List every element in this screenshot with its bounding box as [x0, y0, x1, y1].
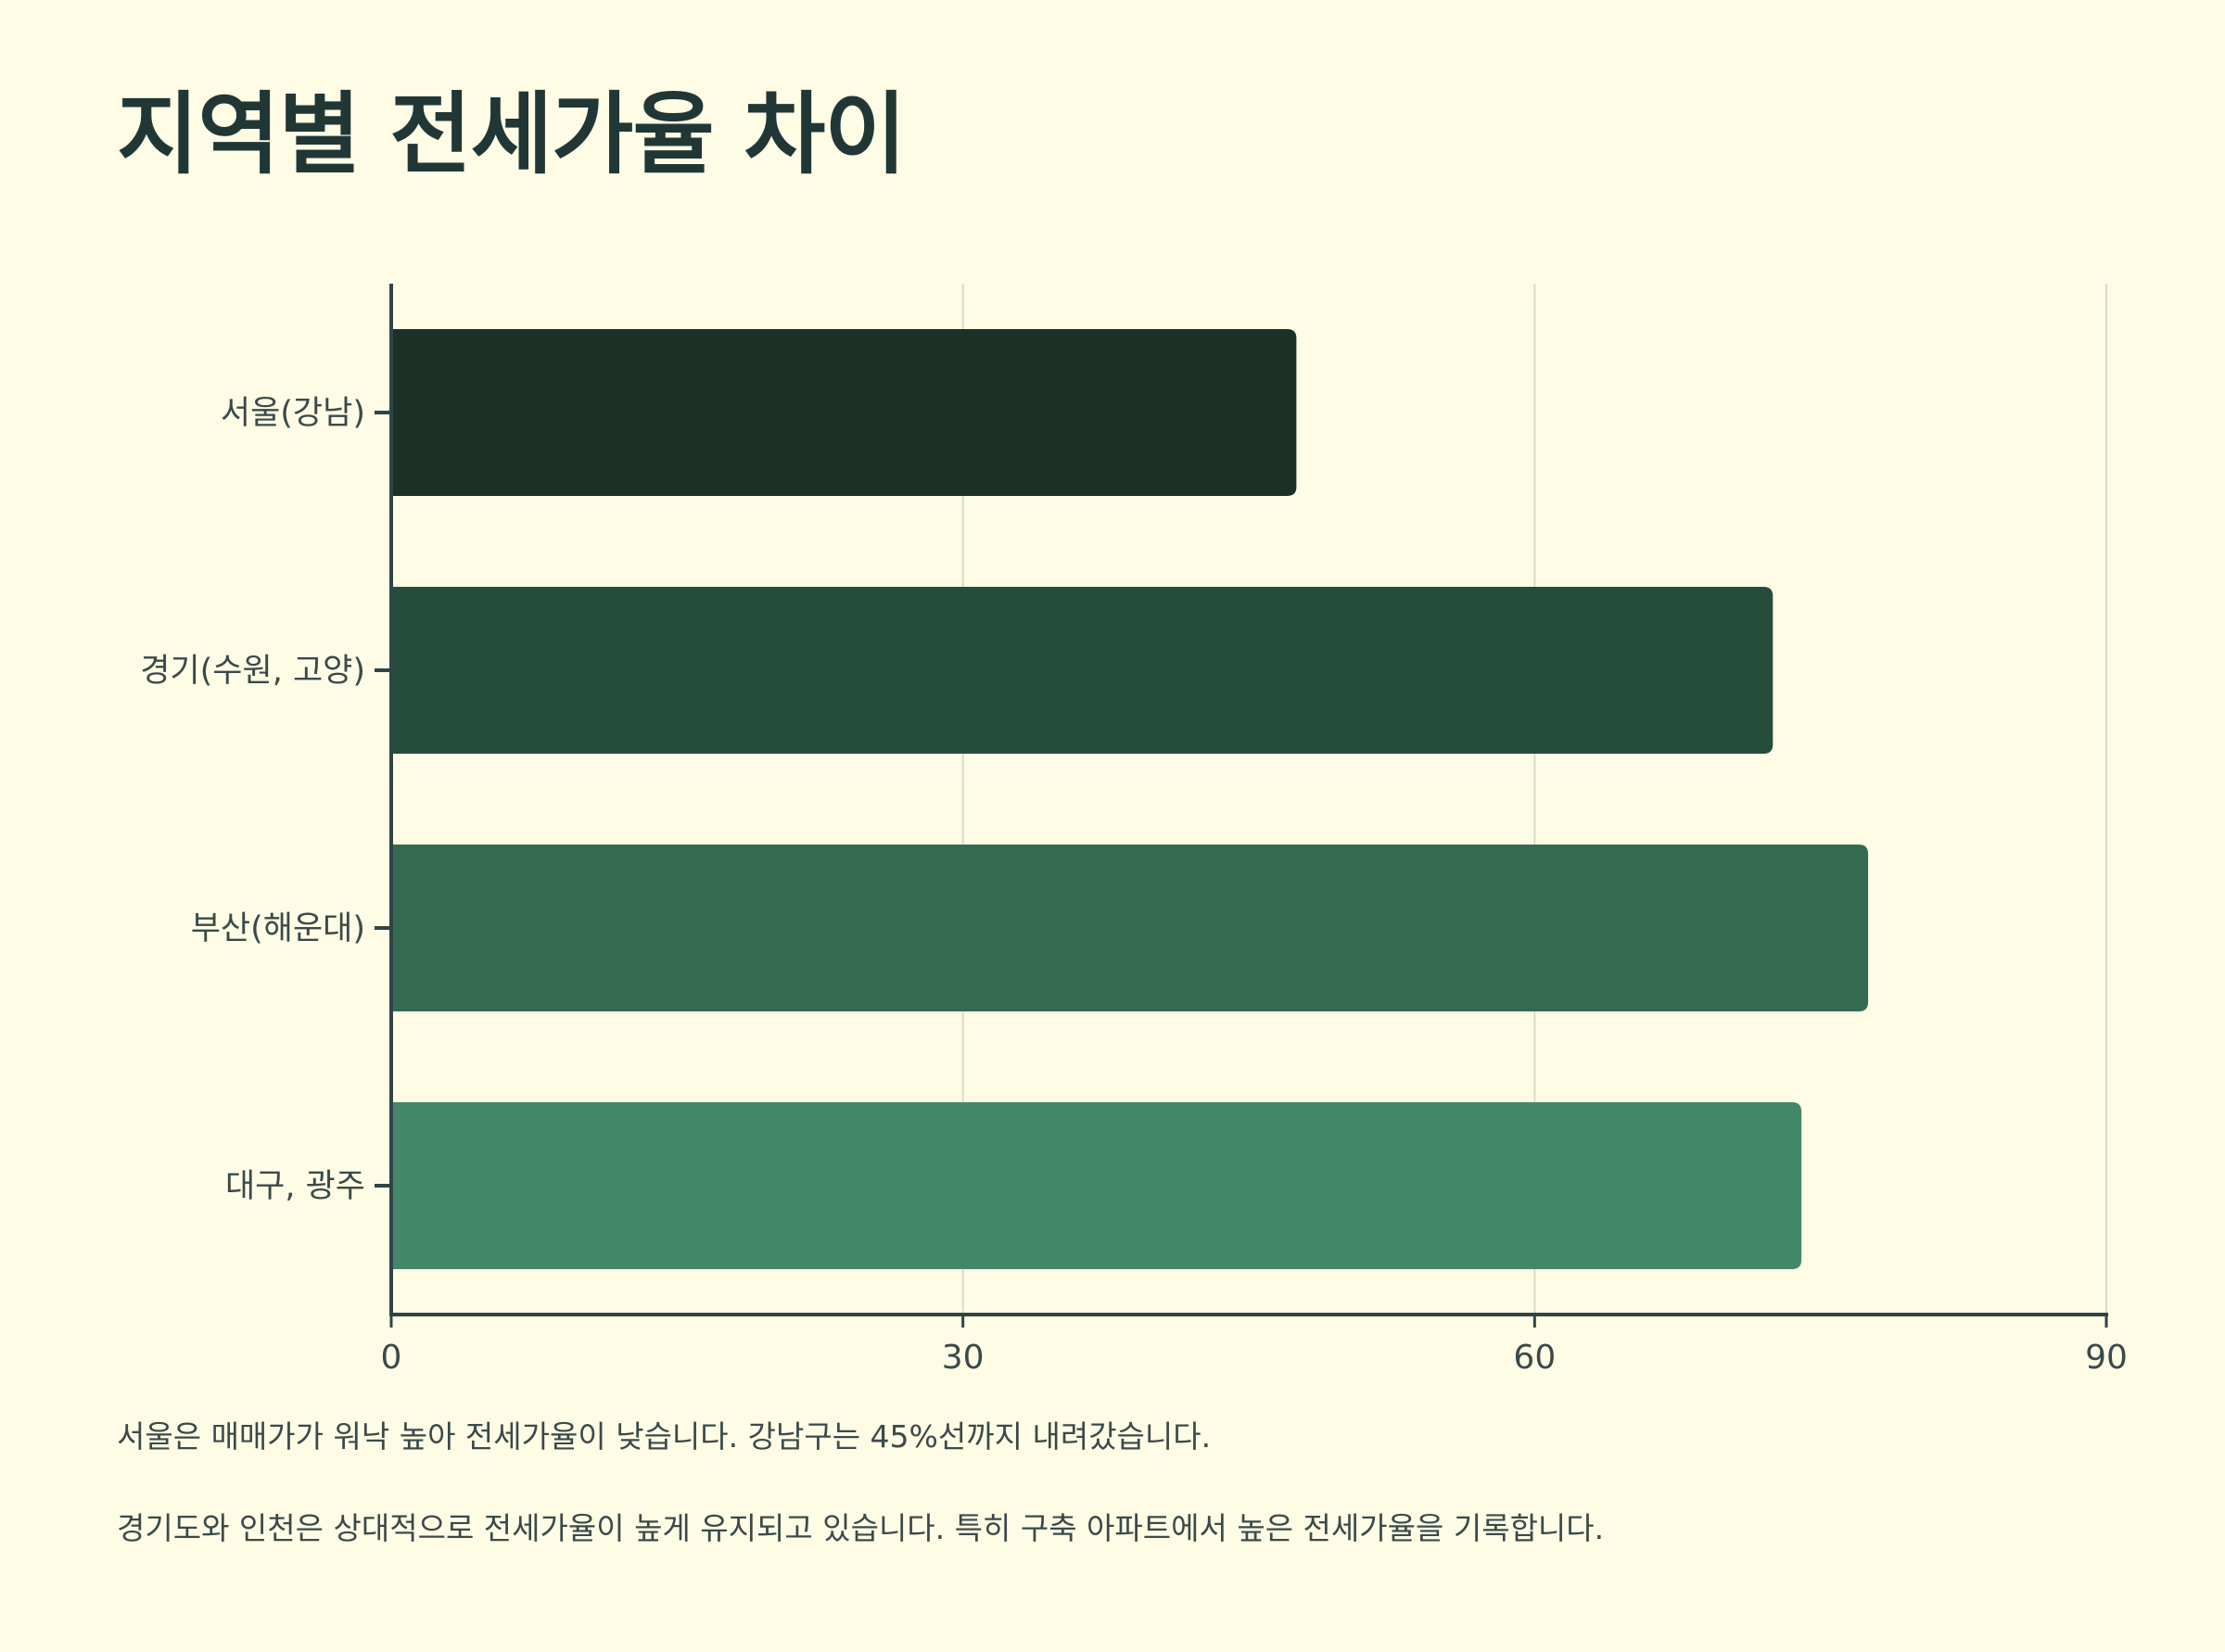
- axis-labels: 0 30 60 90 서울(강남) 경기(수원, 고양) 부산(해운대) 대구, 광주: [140, 395, 2128, 1377]
- bar: [391, 1102, 1802, 1269]
- x-tick-label: 0: [381, 1339, 402, 1377]
- bar: [391, 329, 1297, 496]
- category-label: 부산(해운대): [191, 910, 365, 947]
- category-label: 대구, 광주: [225, 1168, 365, 1205]
- x-tick-label: 90: [2085, 1339, 2128, 1377]
- bars: [391, 329, 1869, 1269]
- x-tick-label: 30: [942, 1339, 985, 1377]
- bar: [391, 845, 1869, 1011]
- chart-title: 지역별 전세가율 차이: [117, 83, 907, 186]
- note-seoul: 서울은 매매가가 워낙 높아 전세가율이 낮습니다. 강남구는 45%선까지 내…: [117, 1418, 1212, 1455]
- x-tick-label: 60: [1513, 1339, 1556, 1377]
- axes: [375, 284, 2108, 1328]
- category-label: 경기(수원, 고양): [140, 653, 365, 690]
- category-label: 서울(강남): [221, 395, 365, 432]
- bar: [391, 587, 1774, 754]
- note-gyeonggi: 경기도와 인천은 상대적으로 전세가율이 높게 유지되고 있습니다. 특히 구축…: [117, 1510, 1605, 1546]
